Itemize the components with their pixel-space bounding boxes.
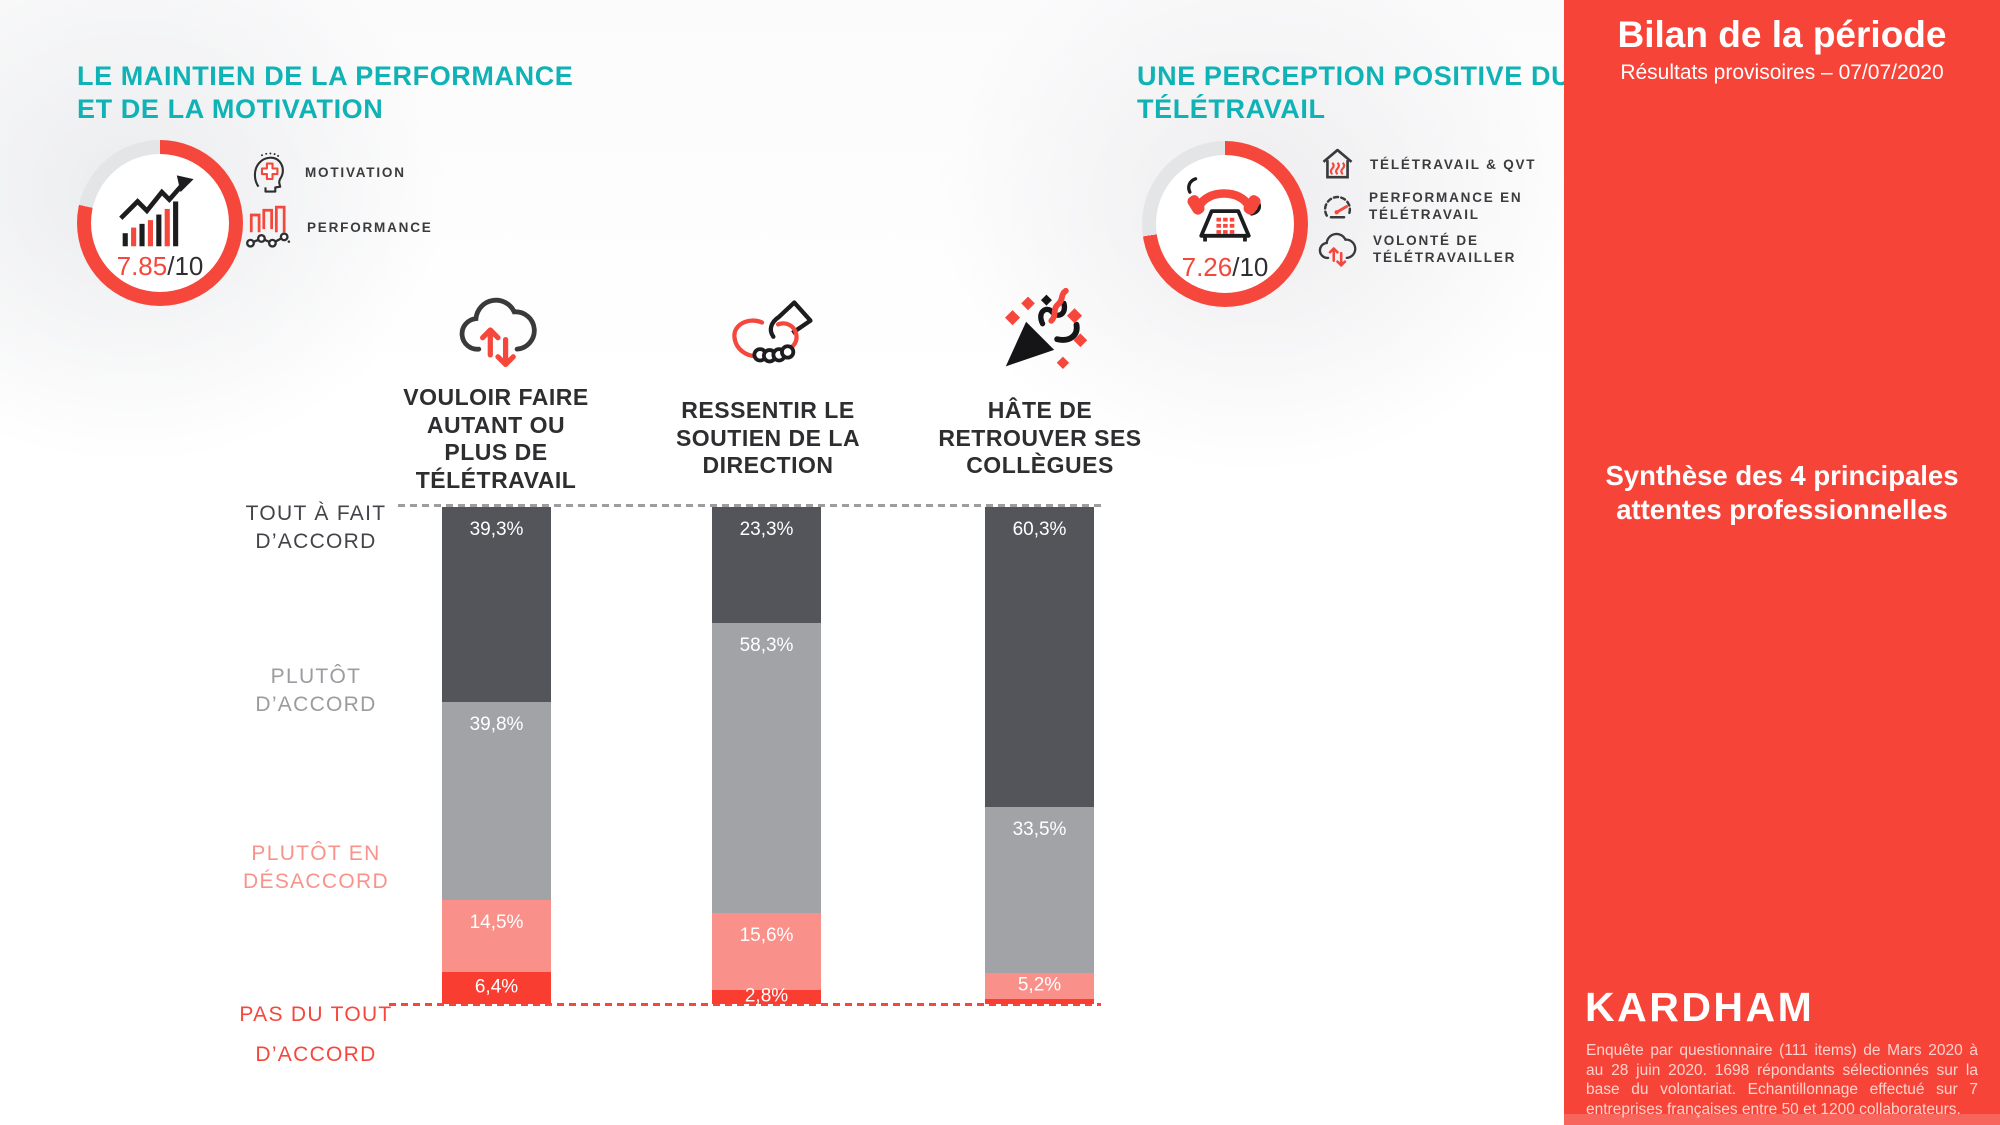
gauge-inner: 7.26/10 (1156, 155, 1294, 293)
growth-chart-icon (119, 175, 194, 247)
column-title-2: RESSENTIR LE SOUTIEN DE LA DIRECTION (675, 397, 861, 478)
cloud-arrows-icon (459, 297, 537, 368)
party-popper-icon (1005, 287, 1088, 369)
gauge-inner: 7.85/10 (91, 154, 229, 292)
handshake-icon (732, 300, 813, 364)
teletravail-gauge: 7.26/10 (1142, 141, 1308, 307)
bar-segment: 33,5% (985, 806, 1094, 974)
bar-segment: 5,2% (985, 973, 1094, 999)
bar-segment (985, 998, 1094, 1004)
bar-value-label: 5,2% (1017, 974, 1062, 996)
bar-segment: 14,5% (442, 900, 551, 973)
column-title-1: VOULOIR FAIRE AUTANT OU PLUS DE TÉLÉTRAV… (403, 384, 589, 493)
right-section-title: UNE PERCEPTION POSITIVE DU TÉLÉTRAVAIL (1137, 61, 1572, 124)
sidebar-title: Bilan de la période (1617, 14, 1947, 55)
bar-segment: 6,4% (442, 972, 551, 1004)
sidebar: Bilan de la période Résultats provisoire… (1564, 0, 2000, 1125)
bar-value-label: 39,3% (469, 519, 524, 540)
score-suffix: /10 (167, 251, 204, 281)
bar-value-label: 33,5% (1012, 818, 1067, 840)
motivation-gauge: 7.85/10 (77, 140, 243, 306)
bar-value-label: 15,6% (739, 924, 794, 946)
bar-segment: 58,3% (712, 622, 821, 913)
phone-icon (1187, 177, 1262, 242)
legend-item-motivation: MOTIVATION (248, 151, 406, 193)
column-title-3: HÂTE DE RETROUVER SES COLLÈGUES (938, 397, 1142, 478)
speedometer-icon (1323, 195, 1352, 218)
bar-value-label: 14,5% (469, 912, 524, 934)
bar-segment: 39,3% (442, 507, 551, 703)
legend-item-performance: PERFORMANCE (245, 204, 433, 251)
legend-label: PERFORMANCE EN TÉLÉTRAVAIL (1369, 190, 1523, 222)
legend-item-qvt: TÉLÉTRAVAIL & QVT (1320, 147, 1536, 182)
cloud-arrows-icon (1318, 232, 1357, 267)
bar-segment: 23,3% (712, 507, 821, 623)
sidebar-footnote: Enquête par questionnaire (111 items) de… (1586, 1042, 1978, 1118)
bar-value-label: 60,3% (1012, 519, 1067, 540)
bottom-dashed-line (389, 1003, 1101, 1006)
legend-item-performance-teletravail: PERFORMANCE EN TÉLÉTRAVAIL (1321, 189, 1522, 223)
row-label-plutot-desaccord: PLUTÔT EN DÉSACCORD (243, 842, 389, 893)
row-label-tout-a-fait: TOUT À FAIT D’ACCORD (245, 502, 387, 553)
house-heat-icon (1322, 148, 1353, 179)
stacked-bar: 39,3% 39,8% 14,5% 6,4% (442, 507, 551, 1004)
bar-value-label: 39,8% (469, 714, 524, 736)
stacked-bar: 23,3% 58,3% 15,6% 2,8% (712, 507, 821, 1007)
score-value: 7.26 (1181, 252, 1233, 282)
legend-item-volonte: VOLONTÉ DE TÉLÉTRAVAILLER (1316, 228, 1516, 270)
sidebar-bottom-strip (1564, 1114, 2000, 1125)
legend-label: TÉLÉTRAVAIL & QVT (1370, 157, 1537, 172)
bar-segment: 15,6% (712, 912, 821, 991)
bar-segment: 39,8% (442, 702, 551, 901)
bar-value-label: 23,3% (739, 519, 794, 540)
bar-plot: 39,3% 39,8% 14,5% 6,4% 23,3% 58,3% 15,6% 2,8% 60… (389, 504, 1101, 1007)
stacked-bar: 60,3% 33,5% 5,2% (985, 507, 1094, 1004)
legend-label: VOLONTÉ DE TÉLÉTRAVAILLER (1373, 233, 1517, 265)
score-suffix: /10 (1232, 252, 1269, 282)
row-label-pas-du-tout: PAS DU TOUT D’ACCORD (239, 1003, 393, 1066)
legend-label: MOTIVATION (305, 164, 406, 180)
sidebar-highlight: Synthèse des 4 principales attentes prof… (1605, 460, 1959, 525)
top-dashed-line (398, 504, 1101, 507)
head-cross-icon (253, 152, 284, 193)
bar-value-label: 58,3% (739, 634, 794, 656)
kardham-logo: KARDHAM (1585, 984, 1815, 1030)
sidebar-subtitle: Résultats provisoires – 07/07/2020 (1620, 61, 1944, 84)
bar-segment: 2,8% (712, 985, 821, 1007)
row-label-plutot-accord: PLUTÔT D’ACCORD (255, 665, 377, 716)
bars-trend-icon (246, 205, 291, 248)
bar-value-label: 6,4% (474, 976, 519, 998)
column-icon-party-popper (999, 287, 1091, 372)
bar-value-label: 2,8% (744, 985, 789, 1007)
legend-label: PERFORMANCE (307, 220, 433, 235)
score-value: 7.85 (116, 251, 168, 281)
gauge-score: 7.85/10 (117, 252, 204, 280)
gauge-score: 7.26/10 (1182, 253, 1269, 281)
column-icon-cloud (454, 288, 540, 374)
left-section-title: LE MAINTIEN DE LA PERFORMANCE ET DE LA M… (77, 61, 574, 124)
bar-segment: 60,3% (985, 507, 1094, 807)
column-icon-handshake (724, 294, 818, 370)
